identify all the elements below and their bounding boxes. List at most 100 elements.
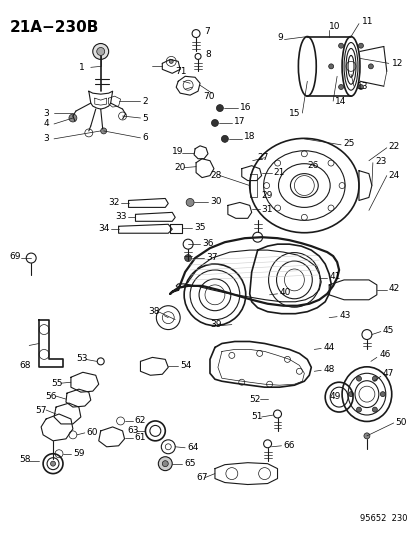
Text: 55: 55 — [51, 379, 62, 387]
Text: 31: 31 — [261, 205, 273, 214]
Text: 38: 38 — [148, 307, 159, 316]
Circle shape — [211, 119, 218, 126]
Text: 58: 58 — [19, 455, 31, 464]
Circle shape — [358, 43, 363, 48]
Text: 43: 43 — [338, 311, 350, 320]
Text: 24: 24 — [388, 171, 399, 180]
Text: 21A−230B: 21A−230B — [9, 20, 98, 35]
Circle shape — [221, 135, 228, 142]
Text: 95652  230: 95652 230 — [359, 514, 407, 523]
Text: 29: 29 — [261, 191, 272, 200]
Circle shape — [380, 392, 385, 397]
Text: 3: 3 — [43, 109, 49, 118]
Text: 20: 20 — [174, 163, 185, 172]
Text: 48: 48 — [323, 365, 334, 374]
Text: 69: 69 — [9, 252, 21, 261]
Circle shape — [100, 128, 107, 134]
Text: 13: 13 — [356, 82, 368, 91]
Text: 33: 33 — [115, 212, 127, 221]
Text: 28: 28 — [209, 171, 221, 180]
Text: 11: 11 — [361, 17, 373, 26]
Text: 6: 6 — [142, 133, 148, 142]
Text: 71: 71 — [175, 67, 186, 76]
Text: 23: 23 — [374, 157, 385, 166]
Circle shape — [69, 114, 77, 122]
Text: 49: 49 — [328, 392, 340, 401]
Text: 37: 37 — [206, 253, 217, 262]
Text: 67: 67 — [196, 473, 207, 482]
Circle shape — [356, 407, 361, 412]
Text: 14: 14 — [335, 96, 346, 106]
Circle shape — [162, 461, 168, 467]
Text: 17: 17 — [233, 117, 245, 126]
Text: 68: 68 — [19, 361, 31, 370]
Text: 10: 10 — [328, 22, 340, 31]
Text: 18: 18 — [243, 132, 255, 141]
Text: 53: 53 — [76, 354, 87, 363]
Text: 41: 41 — [328, 272, 340, 281]
Circle shape — [371, 376, 376, 381]
Text: 45: 45 — [382, 326, 393, 335]
Text: 15: 15 — [289, 109, 300, 118]
Text: 3: 3 — [43, 134, 49, 143]
Circle shape — [338, 43, 343, 48]
Text: 44: 44 — [323, 343, 334, 352]
Text: 4: 4 — [43, 119, 49, 128]
Circle shape — [358, 85, 363, 90]
Text: 21: 21 — [273, 168, 284, 177]
Text: 59: 59 — [73, 449, 84, 458]
Circle shape — [216, 104, 223, 111]
Text: 1: 1 — [78, 63, 84, 72]
Text: 56: 56 — [45, 392, 57, 401]
Circle shape — [169, 59, 173, 63]
Text: 9: 9 — [277, 33, 282, 42]
Text: 66: 66 — [283, 441, 294, 450]
Circle shape — [186, 198, 194, 206]
Circle shape — [348, 392, 353, 397]
Text: 47: 47 — [382, 369, 393, 378]
Text: 39: 39 — [209, 320, 221, 329]
Circle shape — [50, 461, 55, 466]
Text: 27: 27 — [257, 153, 268, 162]
Circle shape — [368, 64, 373, 69]
Text: 54: 54 — [180, 361, 191, 370]
Text: 5: 5 — [142, 114, 148, 123]
Circle shape — [371, 407, 376, 412]
Text: 52: 52 — [249, 394, 261, 403]
Text: 35: 35 — [194, 223, 205, 232]
Text: 62: 62 — [134, 416, 145, 425]
Text: 63: 63 — [127, 426, 139, 435]
Text: 2: 2 — [142, 96, 148, 106]
Text: 34: 34 — [98, 224, 110, 233]
Text: 57: 57 — [35, 406, 47, 415]
Text: 42: 42 — [388, 284, 399, 293]
Text: 7: 7 — [204, 27, 209, 36]
Text: 60: 60 — [87, 429, 98, 438]
Text: 65: 65 — [184, 459, 195, 468]
Text: 19: 19 — [172, 147, 183, 156]
Text: 22: 22 — [388, 142, 399, 151]
Circle shape — [158, 457, 172, 471]
Text: 50: 50 — [395, 418, 406, 427]
Circle shape — [184, 255, 191, 262]
Circle shape — [363, 433, 369, 439]
Text: 32: 32 — [108, 198, 120, 207]
Circle shape — [93, 44, 108, 59]
Circle shape — [97, 47, 104, 55]
Circle shape — [328, 64, 333, 69]
Circle shape — [338, 85, 343, 90]
Text: 70: 70 — [202, 92, 214, 101]
Text: 36: 36 — [202, 239, 213, 248]
Text: 16: 16 — [239, 102, 251, 111]
Text: 40: 40 — [279, 288, 290, 297]
Circle shape — [356, 376, 361, 381]
Text: 61: 61 — [134, 433, 146, 442]
Text: 25: 25 — [342, 139, 354, 148]
Text: 26: 26 — [306, 161, 318, 170]
Text: 30: 30 — [209, 197, 221, 206]
Text: 46: 46 — [379, 350, 390, 359]
Text: 64: 64 — [187, 443, 198, 453]
Text: 12: 12 — [391, 59, 402, 68]
Text: 8: 8 — [204, 50, 210, 59]
Text: 51: 51 — [251, 413, 263, 422]
